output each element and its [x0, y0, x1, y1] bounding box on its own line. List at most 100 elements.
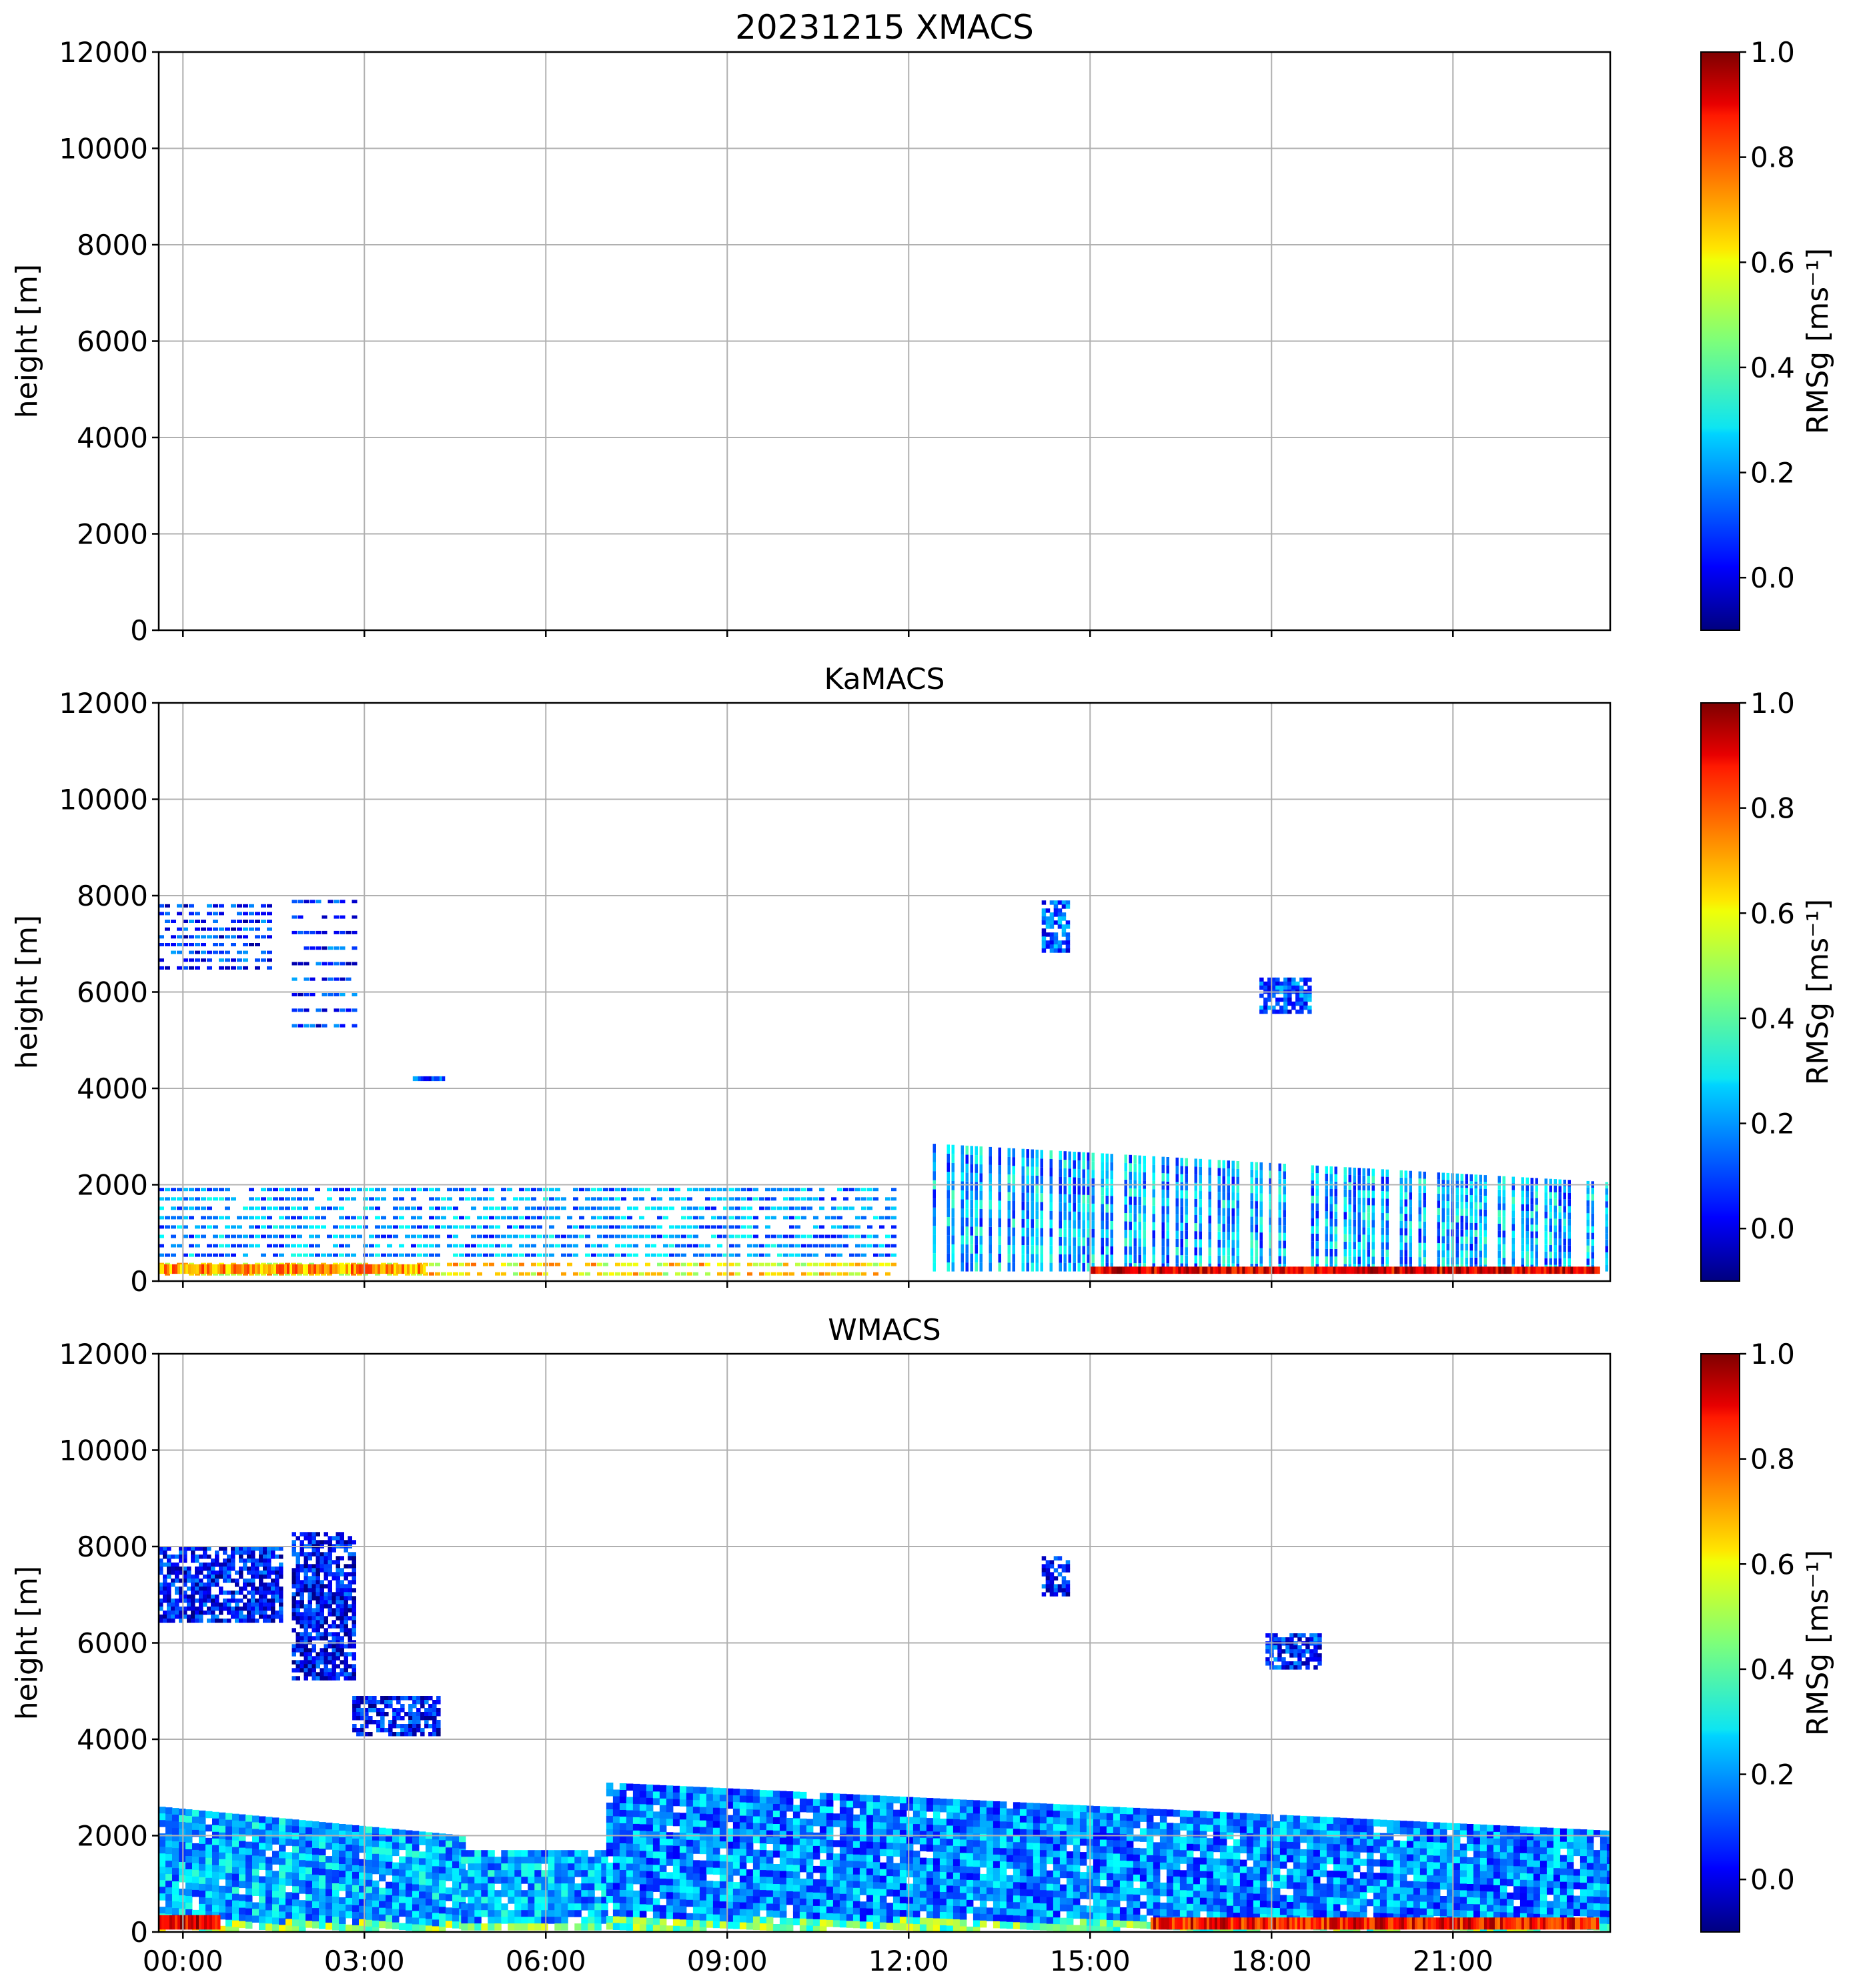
heat-cell: [879, 1262, 884, 1266]
heat-cell: [819, 1826, 827, 1833]
heat-cell: [669, 1262, 674, 1266]
heat-cell: [1057, 940, 1063, 945]
heat-cell: [225, 935, 230, 939]
heat-cell: [379, 1827, 386, 1835]
heat-cell: [232, 1853, 239, 1861]
heat-cell: [627, 1206, 632, 1210]
heat-cell: [332, 1870, 340, 1877]
heat-cell: [998, 1218, 1001, 1228]
heat-cell: [627, 1216, 632, 1220]
heat-cell: [1465, 1257, 1468, 1265]
heat-cell: [1138, 1230, 1141, 1238]
heat-cell: [1231, 1184, 1235, 1193]
heat-cell: [1479, 1266, 1483, 1274]
heat-cell: [1404, 1192, 1407, 1200]
heat-cell: [779, 1824, 787, 1831]
heat-cell: [597, 1188, 602, 1192]
heat-cell: [405, 1272, 410, 1276]
heat-cell: [205, 1811, 213, 1819]
heat-cell: [1544, 1205, 1548, 1212]
heat-cell: [213, 920, 218, 923]
heat-cell: [1186, 1266, 1189, 1274]
heat-cell: [873, 1244, 878, 1248]
heat-cell: [933, 1162, 936, 1172]
heat-cell: [706, 1794, 714, 1801]
heat-cell: [1059, 1220, 1062, 1228]
heat-cell: [279, 1272, 284, 1276]
heat-cell: [519, 1253, 524, 1257]
heat-cell: [839, 1860, 847, 1868]
heat-cell: [205, 1871, 213, 1879]
heat-cell: [1073, 1246, 1076, 1254]
heat-cell: [779, 1831, 787, 1838]
heat-cell: [299, 1860, 306, 1867]
heat-cell: [947, 1172, 950, 1181]
heat-cell: [752, 1823, 760, 1831]
heat-cell: [508, 1890, 515, 1897]
heat-cell: [859, 1888, 867, 1895]
heat-cell: [1455, 1208, 1459, 1216]
heat-cell: [772, 1804, 780, 1811]
heat-cell: [603, 1197, 608, 1201]
heat-cell: [165, 1253, 170, 1257]
heat-cell: [639, 1911, 647, 1918]
heat-cell: [772, 1844, 780, 1851]
heat-cell: [201, 1234, 206, 1238]
colorbar-tick-label: 0.4: [1750, 351, 1795, 384]
heat-cell: [1129, 1213, 1132, 1222]
colorbar-tick-label: 0.6: [1750, 246, 1795, 279]
heat-cell: [261, 1272, 266, 1276]
heat-cell: [255, 912, 260, 916]
heat-cell: [619, 1803, 627, 1811]
heat-cell: [872, 1889, 880, 1896]
heat-cell: [1311, 1226, 1314, 1234]
heat-cell: [1371, 1183, 1375, 1191]
heat-cell: [305, 1854, 313, 1861]
heat-cell: [225, 1244, 230, 1248]
heat-cell: [659, 1825, 667, 1833]
heat-cell: [627, 1234, 632, 1238]
heat-cell: [261, 920, 266, 923]
heat-cell: [513, 1262, 518, 1266]
heat-cell: [1497, 1250, 1501, 1258]
heat-cell: [393, 1206, 398, 1210]
heat-cell: [435, 1225, 440, 1229]
heat-cell: [1455, 1180, 1459, 1188]
heat-cell: [1082, 1160, 1085, 1170]
heat-cell: [219, 1253, 224, 1257]
heat-cell: [819, 1919, 827, 1927]
heat-cell: [1283, 985, 1288, 990]
heat-cell: [343, 1264, 346, 1274]
heat-cell: [219, 1825, 226, 1833]
heat-cell: [1479, 1188, 1482, 1196]
heat-cell: [1502, 1210, 1505, 1217]
heat-cell: [379, 1914, 386, 1922]
heat-cell: [1479, 1250, 1482, 1258]
heat-cell: [726, 1915, 734, 1923]
heat-cell: [639, 1844, 647, 1851]
heat-cell: [1497, 1244, 1501, 1251]
heat-cell: [766, 1870, 774, 1877]
heat-cell: [319, 1909, 326, 1916]
heat-cell: [189, 1253, 194, 1257]
heat-cell: [1329, 1166, 1333, 1174]
heat-cell: [1549, 1185, 1552, 1192]
heat-cell: [1353, 1219, 1356, 1227]
heat-cell: [699, 1225, 704, 1229]
heat-cell: [759, 1830, 767, 1837]
heat-cell: [669, 1225, 674, 1229]
heat-cell: [819, 1197, 824, 1201]
heat-cell: [839, 1913, 847, 1921]
heat-cell: [212, 1878, 219, 1886]
heat-cell: [1185, 1166, 1188, 1174]
heat-cell: [699, 1793, 707, 1801]
heat-cell: [333, 1234, 338, 1238]
heat-cell: [1208, 1247, 1211, 1256]
heat-cell: [165, 1272, 170, 1276]
heat-cell: [359, 1865, 366, 1873]
heat-cell: [1065, 900, 1071, 905]
heat-cell: [1236, 1224, 1239, 1232]
heat-cell: [171, 920, 176, 923]
heat-cell: [729, 1262, 734, 1266]
heat-cell: [541, 1897, 548, 1904]
